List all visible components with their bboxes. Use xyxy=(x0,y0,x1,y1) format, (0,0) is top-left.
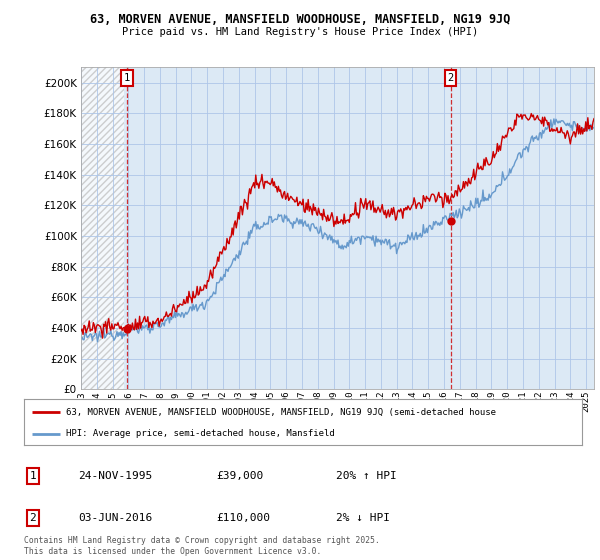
Text: 2: 2 xyxy=(29,513,37,523)
Text: 2: 2 xyxy=(448,73,454,83)
Text: £110,000: £110,000 xyxy=(216,513,270,523)
Bar xyxy=(81,67,124,389)
Text: £39,000: £39,000 xyxy=(216,471,263,481)
Text: 20% ↑ HPI: 20% ↑ HPI xyxy=(336,471,397,481)
Text: 1: 1 xyxy=(124,73,130,83)
Text: Price paid vs. HM Land Registry's House Price Index (HPI): Price paid vs. HM Land Registry's House … xyxy=(122,27,478,38)
Text: 1: 1 xyxy=(29,471,37,481)
Text: HPI: Average price, semi-detached house, Mansfield: HPI: Average price, semi-detached house,… xyxy=(66,429,335,438)
Text: 03-JUN-2016: 03-JUN-2016 xyxy=(78,513,152,523)
Text: 24-NOV-1995: 24-NOV-1995 xyxy=(78,471,152,481)
Text: 63, MORVEN AVENUE, MANSFIELD WOODHOUSE, MANSFIELD, NG19 9JQ: 63, MORVEN AVENUE, MANSFIELD WOODHOUSE, … xyxy=(90,13,510,26)
Text: Contains HM Land Registry data © Crown copyright and database right 2025.
This d: Contains HM Land Registry data © Crown c… xyxy=(24,536,380,556)
Text: 2% ↓ HPI: 2% ↓ HPI xyxy=(336,513,390,523)
Text: 63, MORVEN AVENUE, MANSFIELD WOODHOUSE, MANSFIELD, NG19 9JQ (semi-detached house: 63, MORVEN AVENUE, MANSFIELD WOODHOUSE, … xyxy=(66,408,496,417)
